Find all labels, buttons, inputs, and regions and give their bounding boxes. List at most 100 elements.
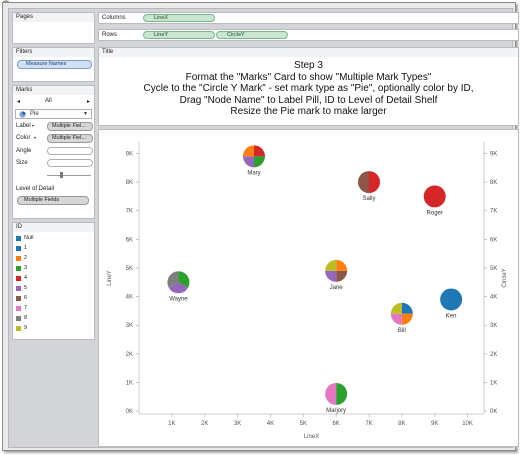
- legend-label: 9: [24, 325, 28, 331]
- dropdown-arrow-icon[interactable]: ▾: [32, 123, 35, 128]
- point-label: Bill: [398, 328, 406, 334]
- size-shelf[interactable]: [47, 159, 93, 167]
- title-line-2: Format the "Marks" Card to show "Multipl…: [185, 71, 432, 83]
- marks-card-title: Marks: [13, 86, 94, 95]
- pie-slice[interactable]: [243, 156, 254, 168]
- chevron-left-icon[interactable]: ◂: [17, 99, 21, 105]
- pie-slice[interactable]: [336, 259, 348, 271]
- legend-swatch: [16, 296, 21, 301]
- column-pill-linex[interactable]: LineX: [143, 14, 215, 22]
- x-axis-title: LineX: [304, 434, 319, 440]
- size-slider[interactable]: [47, 172, 91, 178]
- pie-mark[interactable]: [440, 288, 463, 311]
- point-label: Sally: [362, 196, 375, 202]
- pie-slice[interactable]: [336, 270, 348, 282]
- y-axis-title: LineY: [107, 270, 113, 285]
- legend-swatch: [16, 306, 21, 311]
- label-pill[interactable]: Multiple Fiel...: [47, 122, 93, 131]
- x-tick-label: 3K: [234, 421, 241, 427]
- pie-slice[interactable]: [390, 302, 402, 314]
- pie-slice[interactable]: [254, 145, 265, 157]
- x-tick-label: 9K: [431, 421, 438, 427]
- point-label: Wayne: [169, 296, 188, 302]
- y-tick-label-right: 2K: [490, 352, 497, 358]
- pie-slice[interactable]: [401, 313, 413, 325]
- y-tick-label-right: 7K: [490, 209, 497, 215]
- y-tick-label-right: 3K: [490, 323, 497, 329]
- columns-label: Columns: [102, 15, 126, 21]
- legend-label: 2: [24, 255, 28, 261]
- title-text: Step 3 Format the "Marks" Card to show "…: [99, 60, 518, 118]
- filter-pill-measure-names[interactable]: Measure Names: [17, 60, 92, 69]
- pie-mark-icon: [19, 111, 26, 118]
- pie-slice[interactable]: [325, 382, 337, 405]
- legend-label: 6: [24, 295, 28, 301]
- mark-type-dropdown[interactable]: Pie ▼: [15, 109, 92, 119]
- x-tick-label: 7K: [365, 421, 372, 427]
- rows-shelf[interactable]: Rows LineY CircleY: [98, 29, 519, 41]
- legend-swatch: [16, 266, 21, 271]
- point-label: Marjory: [326, 408, 346, 414]
- pie-slice[interactable]: [167, 271, 179, 288]
- marks-all-label: All: [45, 98, 52, 104]
- y-tick-label: 6K: [126, 237, 133, 243]
- point-label: Mary: [247, 170, 260, 176]
- y-tick-label-right: 1K: [490, 381, 497, 387]
- pie-slice[interactable]: [325, 270, 337, 282]
- legend-swatch: [16, 316, 21, 321]
- legend-swatch: [16, 236, 21, 241]
- y-tick-label: 5K: [126, 266, 133, 272]
- lod-pill[interactable]: Multiple Fields: [17, 196, 89, 205]
- color-pill[interactable]: Multiple Fiel...: [47, 134, 93, 143]
- x-tick-label: 4K: [267, 421, 274, 427]
- pie-mark[interactable]: [423, 185, 446, 208]
- marks-all-selector[interactable]: ◂ All ▸: [15, 97, 92, 107]
- pie-slice[interactable]: [401, 302, 413, 314]
- legend-title: ID: [13, 223, 94, 232]
- size-label: Size: [16, 160, 28, 166]
- title-line-3: Cycle to the "Circle Y Mark" - set mark …: [143, 83, 474, 94]
- y-tick-label-right: 6K: [490, 237, 497, 243]
- point-label: Roger: [427, 210, 443, 216]
- id-legend: ID Null 1 2 3 4 5 6 7 8 9: [12, 222, 95, 340]
- x-tick-label: 10K: [462, 421, 473, 427]
- size-slider-thumb[interactable]: [60, 172, 63, 178]
- x-tick-label: 2K: [201, 421, 208, 427]
- legend-label: 7: [24, 305, 28, 311]
- x-tick-label: 5K: [300, 421, 307, 427]
- legend-swatch: [16, 276, 21, 281]
- angle-row: Angle: [16, 148, 31, 154]
- pages-card[interactable]: Pages: [12, 12, 95, 44]
- pie-slice[interactable]: [254, 156, 265, 168]
- angle-shelf[interactable]: [47, 147, 93, 155]
- y-tick-label-right: 0K: [490, 409, 497, 415]
- marks-card: Marks ◂ All ▸ Pie ▼ Label ▾: [12, 85, 95, 219]
- legend-swatch: [16, 326, 21, 331]
- legend-swatch: [16, 256, 21, 261]
- workspace: Pages Filters Measure Names Marks ◂ All …: [8, 8, 519, 448]
- pie-slice[interactable]: [178, 271, 190, 288]
- row-pill-liney[interactable]: LineY: [143, 31, 215, 39]
- dropdown-arrow-icon[interactable]: ▾: [34, 135, 37, 140]
- pie-slice[interactable]: [243, 145, 254, 157]
- pie-slice[interactable]: [390, 313, 402, 325]
- row-pill-circley[interactable]: CircleY: [216, 31, 288, 39]
- columns-shelf[interactable]: Columns LineX: [98, 12, 519, 24]
- pie-slice[interactable]: [358, 171, 369, 194]
- scatter-chart[interactable]: 0K 0K 1K 1K 2K 2K 3K 3K 4K 4K 5K 5K 6K 6K 7K 7K 8K 8K 9K 9K…: [99, 130, 520, 448]
- pages-card-title: Pages: [13, 13, 94, 22]
- chevron-right-icon[interactable]: ▸: [86, 99, 90, 105]
- chart-pane: 0K 0K 1K 1K 2K 2K 3K 3K 4K 4K 5K 5K 6K 6K 7K 7K 8K 8K 9K 9K…: [98, 129, 519, 447]
- color-row: Color ▾: [16, 135, 36, 141]
- pie-slice[interactable]: [325, 259, 337, 271]
- chevron-down-icon: ▼: [83, 111, 88, 117]
- pie-slice[interactable]: [336, 382, 348, 405]
- pie-slice[interactable]: [168, 282, 188, 294]
- filters-card[interactable]: Filters Measure Names: [12, 47, 95, 82]
- legend-label: 4: [24, 275, 28, 281]
- lod-label: Level of Detail: [16, 186, 55, 192]
- pie-slice[interactable]: [369, 171, 380, 194]
- y-tick-label-right: 4K: [490, 295, 497, 301]
- label-label: Label: [16, 123, 31, 129]
